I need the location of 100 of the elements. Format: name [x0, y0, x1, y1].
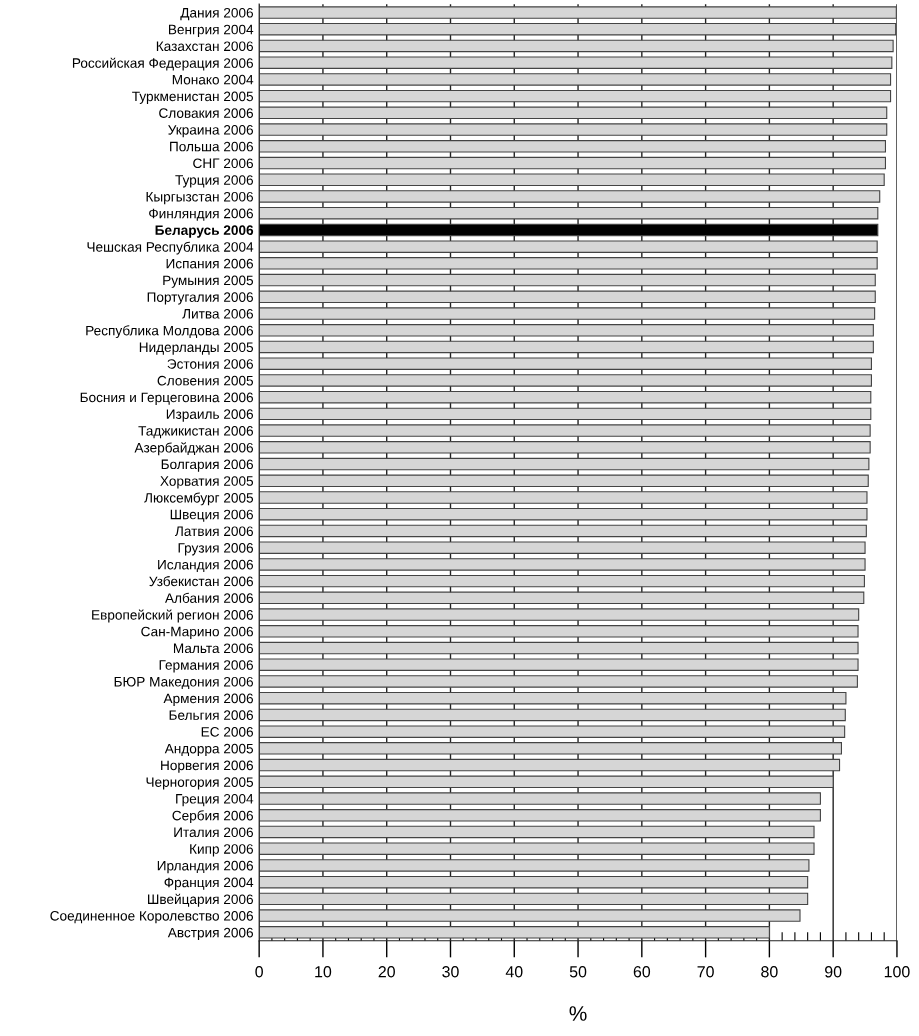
y-tick-label: Туркменистан 2005 — [132, 91, 254, 104]
bar — [259, 892, 809, 906]
bar — [259, 106, 888, 120]
y-tick-label: Казахстан 2006 — [156, 41, 254, 52]
y-tick-label: Швеция 2006 — [170, 509, 254, 522]
bar — [259, 725, 846, 738]
y-tick-label: Италия 2006 — [174, 827, 254, 838]
bar — [259, 507, 868, 521]
x-tick-label: 60 — [633, 966, 651, 978]
bar — [259, 792, 821, 805]
bar — [259, 307, 876, 320]
x-tick-label: 80 — [761, 966, 778, 978]
y-tick-label: Словакия 2006 — [159, 108, 254, 118]
y-tick-label: Люксембург 2005 — [144, 492, 254, 506]
bar — [259, 541, 866, 554]
bar — [259, 691, 847, 705]
y-tick-label: Франция 2004 — [164, 877, 254, 890]
y-tick-label: Швейцария 2006 — [148, 893, 254, 907]
bar — [259, 441, 871, 454]
y-tick-label: Турция 2006 — [175, 175, 254, 188]
x-tick-label: 90 — [825, 966, 842, 978]
y-tick-label: ЕС 2006 — [201, 727, 254, 737]
y-tick-label: Таджикистан 2006 — [138, 426, 254, 439]
y-tick-label: Европейский регион 2006 — [92, 609, 254, 623]
bar — [259, 22, 897, 36]
y-tick-label: Дания 2006 — [180, 7, 254, 21]
y-tick-label: Кыргызстан 2006 — [146, 191, 254, 205]
x-tick-label: 10 — [315, 966, 332, 978]
bar — [259, 357, 872, 370]
y-tick-label: Сан-Марино 2006 — [141, 626, 254, 640]
y-tick-label: Норвегия 2006 — [161, 760, 254, 773]
bar — [259, 89, 892, 103]
y-tick-label: Германия 2006 — [159, 660, 254, 673]
y-tick-label: Сербия 2006 — [172, 810, 254, 824]
bar — [259, 675, 858, 688]
bar — [259, 173, 885, 186]
y-tick-label: Греция 2004 — [176, 793, 254, 807]
bar — [259, 390, 872, 404]
bar — [259, 240, 878, 253]
y-tick-label: Андорра 2005 — [164, 743, 254, 757]
x-tick-label: 30 — [442, 966, 459, 978]
bar — [259, 758, 841, 772]
bar — [259, 625, 859, 638]
y-tick-label: Армения 2006 — [163, 693, 254, 706]
x-tick-label: 40 — [505, 966, 523, 978]
bar — [259, 424, 871, 437]
y-tick-label: Монако 2004 — [172, 74, 254, 85]
y-tick-label: Литва 2006 — [182, 308, 254, 319]
y-tick-label: Албания 2006 — [165, 592, 254, 603]
bar — [259, 558, 866, 571]
bar — [259, 123, 888, 136]
bar — [259, 6, 897, 19]
x-tick-label: 50 — [569, 966, 587, 978]
bar — [259, 39, 894, 53]
y-tick-label: Грузия 2006 — [178, 543, 254, 556]
y-tick-label: Польша 2006 — [170, 141, 254, 152]
bar — [259, 223, 879, 237]
bar — [259, 407, 872, 421]
bar — [259, 658, 859, 671]
bar — [259, 775, 834, 789]
bar — [259, 457, 870, 471]
bar — [259, 708, 846, 722]
y-tick-label: Азербайджан 2006 — [134, 442, 254, 456]
bar — [259, 156, 887, 170]
bar — [259, 491, 868, 504]
x-tick-label: 0 — [255, 966, 263, 978]
y-tick-label: Бельгия 2006 — [169, 710, 254, 720]
bar — [259, 273, 876, 287]
x-tick-label: 100 — [884, 966, 910, 978]
y-tick-label: Босния и Герцеговина 2006 — [80, 392, 254, 405]
y-tick-label: Эстония 2006 — [167, 359, 254, 369]
y-tick-label: Соединенное Королевство 2006 — [50, 911, 254, 924]
y-tick-label: Финляндия 2006 — [149, 208, 254, 221]
bar — [259, 859, 810, 872]
y-tick-label: Нидерланды 2005 — [139, 342, 254, 355]
y-tick-label: Израиль 2006 — [166, 409, 254, 422]
y-tick-label: Черногория 2005 — [146, 777, 254, 790]
bar — [259, 73, 892, 86]
bar — [259, 374, 872, 387]
y-tick-label: Узбекистан 2006 — [149, 576, 254, 587]
bar — [259, 474, 869, 488]
bar — [259, 809, 821, 822]
x-tick-label: 70 — [697, 966, 714, 978]
y-tick-label: СНГ 2006 — [193, 158, 254, 169]
bar — [259, 742, 843, 755]
y-tick-label: Российская Федерация 2006 — [72, 57, 254, 71]
bar — [259, 140, 887, 153]
bar — [259, 926, 770, 939]
y-tick-label: Исландия 2006 — [158, 559, 254, 573]
y-tick-label: Хорватия 2005 — [160, 476, 254, 489]
bar — [259, 825, 815, 839]
y-tick-label: Чешская Республика 2004 — [87, 241, 254, 255]
y-tick-label: Беларусь 2006 — [155, 225, 254, 238]
y-tick-label: Испания 2006 — [166, 258, 254, 269]
y-tick-label: Болгария 2006 — [161, 459, 254, 472]
y-tick-label: Латвия 2006 — [175, 526, 254, 537]
bar — [259, 909, 801, 922]
y-tick-label: Португалия 2006 — [147, 292, 254, 305]
y-tick-label: Мальта 2006 — [173, 643, 254, 654]
y-tick-label: Кипр 2006 — [190, 844, 254, 857]
